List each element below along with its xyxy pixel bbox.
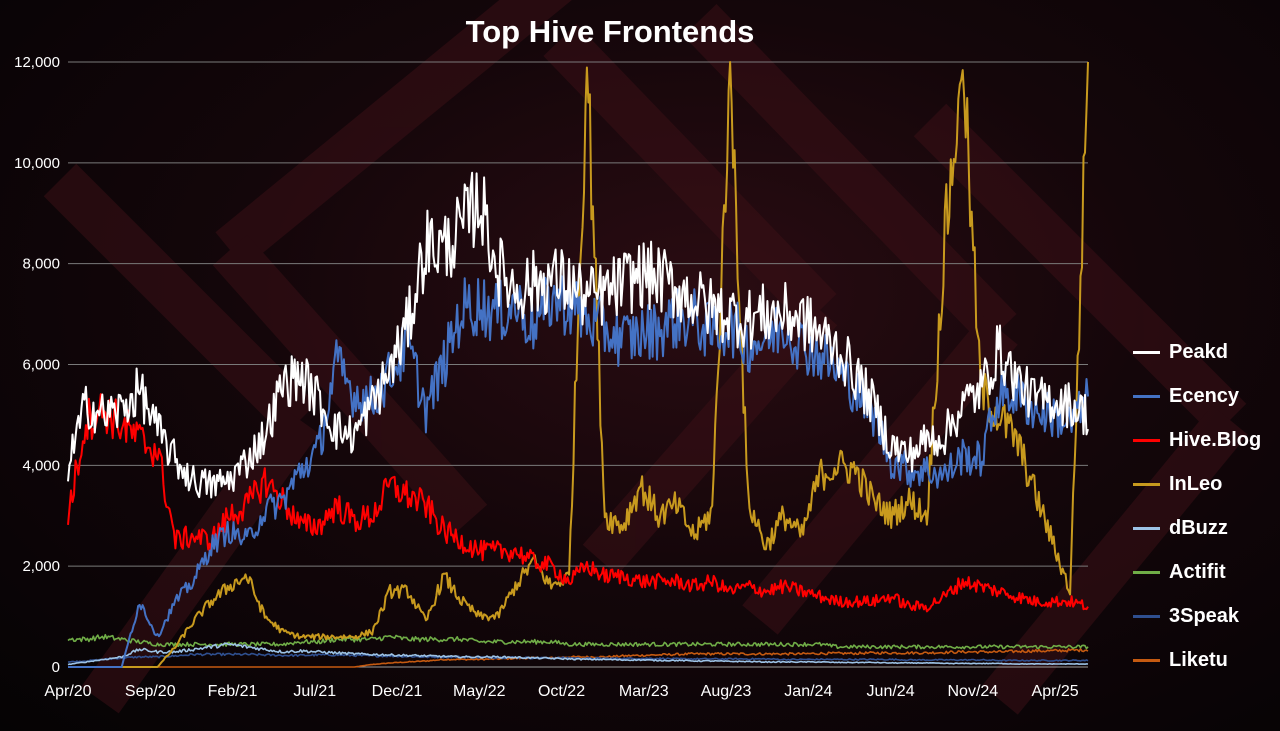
legend-item: Hive.Blog <box>1133 418 1278 462</box>
legend-swatch <box>1133 526 1160 530</box>
series-line-dbuzz <box>67 642 1089 666</box>
legend-label: 3Speak <box>1169 604 1240 627</box>
legend-swatch <box>1133 394 1160 398</box>
y-tick-label: 12,000 <box>14 54 60 71</box>
x-tick-label: Jul/21 <box>293 683 336 700</box>
legend-label: Ecency <box>1169 384 1240 407</box>
legend-item: InLeo <box>1133 462 1278 506</box>
x-tick-label: Jan/24 <box>784 683 832 700</box>
y-axis: 0 2,000 4,000 6,000 8,000 10,000 12,000 <box>14 54 60 676</box>
legend-swatch <box>1133 482 1160 486</box>
legend-item: Actifit <box>1133 550 1278 594</box>
x-tick-label: Feb/21 <box>208 683 258 700</box>
legend-label: InLeo <box>1169 472 1223 495</box>
legend-label: Hive.Blog <box>1169 428 1262 451</box>
legend-item: 3Speak <box>1133 594 1278 638</box>
x-tick-label: Sep/20 <box>125 683 176 700</box>
series-line-actifit <box>67 633 1089 650</box>
legend-label: Liketu <box>1169 648 1228 671</box>
legend-swatch <box>1133 614 1160 618</box>
series-lines <box>67 61 1089 668</box>
series-line-liketu <box>68 647 1089 668</box>
legend-item: Peakd <box>1133 330 1278 374</box>
series-line-peakd <box>67 171 1089 499</box>
legend-item: Ecency <box>1133 374 1278 418</box>
legend-swatch <box>1133 570 1160 574</box>
y-tick-label: 2,000 <box>22 558 60 575</box>
legend-swatch <box>1133 438 1160 442</box>
series-line-hive-blog <box>67 393 1089 613</box>
series-line-3speak <box>67 652 1089 663</box>
x-tick-label: Oct/22 <box>538 683 585 700</box>
legend-label: Peakd <box>1169 340 1228 363</box>
legend: Peakd Ecency Hive.Blog InLeo dBuzz Actifit 3Sp… <box>1133 330 1278 682</box>
y-tick-label: 4,000 <box>22 457 60 474</box>
x-tick-label: Aug/23 <box>701 683 752 700</box>
x-tick-label: Apr/20 <box>44 683 91 700</box>
y-tick-label: 0 <box>52 659 60 676</box>
series-line-inleo <box>68 61 1089 668</box>
y-tick-label: 10,000 <box>14 155 60 172</box>
chart-title: Top Hive Frontends <box>465 14 755 49</box>
y-tick-label: 8,000 <box>22 256 60 273</box>
x-tick-label: Apr/25 <box>1032 683 1079 700</box>
legend-item: Liketu <box>1133 638 1278 682</box>
x-tick-label: Nov/24 <box>947 683 998 700</box>
legend-swatch <box>1133 350 1160 354</box>
legend-label: dBuzz <box>1169 516 1228 539</box>
x-axis: Apr/20 Sep/20 Feb/21 Jul/21 Dec/21 May/22 Oct/… <box>44 683 1078 700</box>
series-line-ecency <box>68 275 1089 668</box>
x-tick-label: May/22 <box>453 683 506 700</box>
gridlines <box>68 61 1088 668</box>
legend-swatch <box>1133 658 1160 662</box>
x-tick-label: Jun/24 <box>867 683 915 700</box>
y-tick-label: 6,000 <box>22 357 60 374</box>
x-tick-label: Dec/21 <box>372 683 423 700</box>
x-tick-label: Mar/23 <box>619 683 669 700</box>
legend-item: dBuzz <box>1133 506 1278 550</box>
legend-label: Actifit <box>1169 560 1226 583</box>
